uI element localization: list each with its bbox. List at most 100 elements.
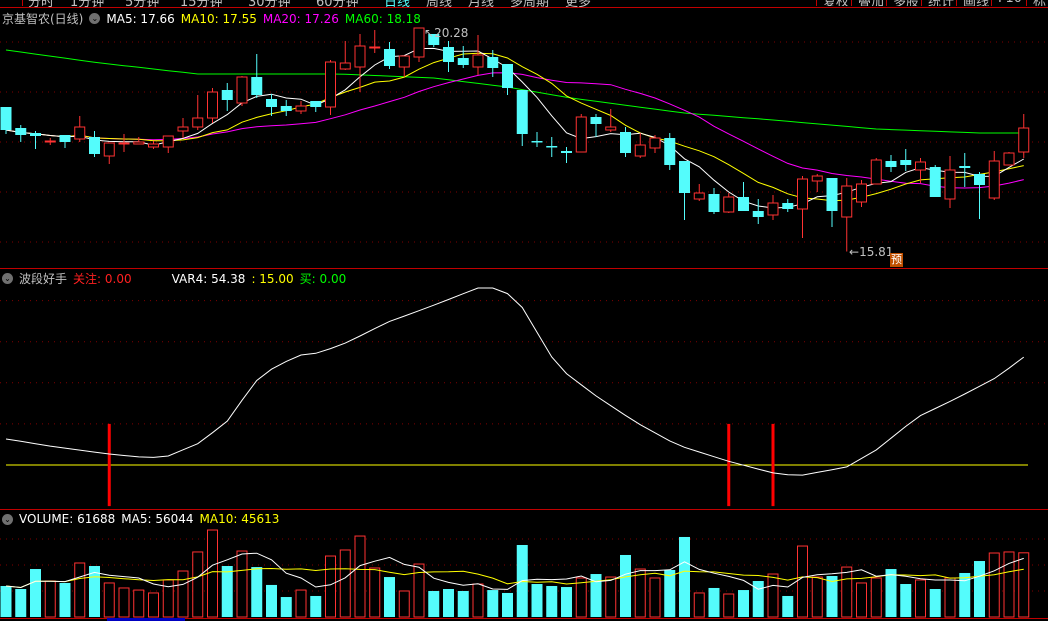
candle-body: [295, 105, 307, 112]
candle-body: [457, 58, 469, 65]
volume-bar: [192, 551, 204, 618]
low-price-value: 15.81: [859, 245, 894, 259]
candle-body: [74, 126, 86, 140]
toolbar-button-4[interactable]: 画线: [956, 0, 991, 6]
candle-body: [988, 160, 1000, 199]
volume-bar: [0, 585, 12, 617]
volume-bar: [59, 582, 71, 617]
volume-bar: [472, 583, 484, 618]
candle-body: [44, 140, 56, 143]
candle-body: [929, 167, 941, 197]
candle-body: [915, 161, 926, 171]
toolbar-button-5[interactable]: F10: [991, 0, 1026, 6]
candle-body: [280, 106, 292, 111]
candle-body: [752, 211, 764, 217]
panel-separator[interactable]: [0, 268, 1048, 269]
high-price-marker: ↖20.28: [424, 26, 469, 40]
period-tab-4[interactable]: 30分钟: [248, 0, 291, 8]
volume-bar: [767, 573, 779, 618]
toolbar-button-1[interactable]: 叠加: [851, 0, 886, 6]
candle-body: [443, 47, 454, 62]
volume-bar: [723, 593, 735, 618]
panel-separator[interactable]: [0, 509, 1048, 510]
toolbar-button-2[interactable]: 多股: [886, 0, 921, 6]
volume-panel-header: ⌄ VOLUME: 61688 MA5: 56044 MA10: 45613: [2, 512, 279, 526]
volume-bar: [118, 587, 130, 618]
candle-body: [974, 174, 985, 185]
ma20-value: MA20: 17.26: [262, 11, 339, 26]
volume-bar: [221, 566, 233, 617]
volume-bar: [103, 582, 115, 618]
volume-bar: [354, 535, 366, 618]
toolbar-button-3[interactable]: 统计: [921, 0, 956, 6]
buy-signal-bar: [727, 423, 731, 507]
period-tab-2[interactable]: 5分钟: [125, 0, 160, 8]
period-tab-9[interactable]: 多周期: [510, 0, 550, 8]
volume-bar: [959, 572, 971, 617]
volume-bar: [531, 584, 543, 617]
candle-body: [487, 57, 499, 68]
candle-body: [959, 166, 971, 168]
candle-body: [148, 143, 159, 148]
period-tab-5[interactable]: 60分钟: [316, 0, 359, 8]
candle-body: [693, 192, 705, 200]
volume-bar: [944, 577, 956, 618]
candle-body: [266, 99, 277, 107]
candle-body: [531, 141, 543, 143]
period-tab-0[interactable]: 分时: [28, 0, 55, 8]
candle-body: [103, 142, 115, 157]
main-panel-header: 京基智农(日线) ⌄ MA5: 17.66 MA10: 17.55 MA20: …: [2, 10, 421, 27]
chevron-down-icon[interactable]: ⌄: [89, 13, 101, 24]
volume-bar: [752, 580, 764, 617]
chevron-down-icon[interactable]: ⌄: [2, 273, 13, 284]
candle-body: [0, 107, 12, 130]
candle-body: [384, 49, 395, 66]
chevron-down-icon[interactable]: ⌄: [2, 513, 13, 525]
volume-bar: [162, 579, 174, 618]
volume-bar: [841, 566, 853, 618]
candle-body: [620, 132, 631, 153]
candle-body: [708, 194, 720, 212]
candle-body: [339, 62, 351, 70]
volume-bar: [310, 595, 322, 617]
volume-bar: [413, 563, 425, 618]
volume-bar: [280, 597, 292, 617]
volume-bar: [561, 587, 572, 617]
volume-bar: [693, 592, 705, 618]
volume-bar: [900, 584, 912, 617]
candle-body: [325, 61, 336, 108]
volume-bar: [782, 595, 794, 617]
candle-body: [634, 144, 646, 157]
candle-body: [251, 77, 263, 95]
volume-bar: [502, 592, 513, 617]
candle-body: [944, 169, 956, 200]
period-tab-10[interactable]: 更多: [565, 0, 592, 8]
volume-bar: [369, 567, 381, 618]
candle-body: [118, 142, 130, 145]
volume-bar: [811, 576, 823, 618]
volume-bar: [797, 545, 808, 618]
volume-bar: [251, 567, 263, 617]
toolbar-menu-box[interactable]: [0, 0, 23, 6]
period-tab-7[interactable]: 周线: [426, 0, 453, 8]
candle-body: [59, 135, 71, 142]
candle-body: [162, 135, 174, 148]
toolbar-button-6[interactable]: 标记: [1026, 0, 1048, 6]
candle-body: [797, 178, 808, 210]
period-tab-3[interactable]: 15分钟: [180, 0, 223, 8]
volume-bar: [339, 549, 351, 618]
period-tab-1[interactable]: 1分钟: [70, 0, 105, 8]
candle-body: [177, 126, 189, 132]
volume-bar: [457, 590, 469, 617]
forecast-badge[interactable]: 预: [890, 253, 903, 267]
toolbar-button-0[interactable]: 复权: [816, 0, 851, 6]
volume-ma10-value: MA10: 45613: [199, 512, 280, 526]
period-tab-6[interactable]: 日线: [384, 0, 411, 8]
volume-bar: [44, 580, 56, 618]
volume-bar: [738, 590, 749, 617]
period-tab-8[interactable]: 月线: [468, 0, 495, 8]
volume-bar: [384, 577, 395, 617]
candle-body: [192, 117, 204, 128]
ma60-line: [5, 49, 1024, 134]
